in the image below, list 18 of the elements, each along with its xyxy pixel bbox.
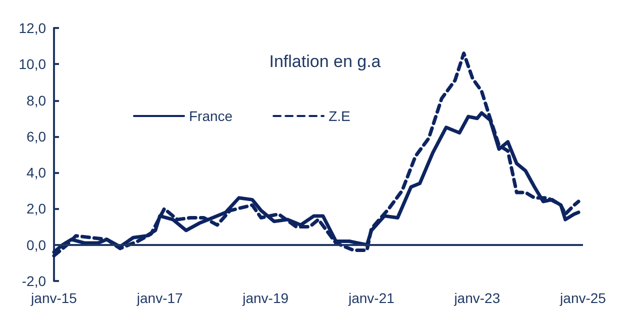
- y-tick-label: 4,0: [26, 164, 46, 181]
- y-tick-label: 10,0: [18, 56, 46, 72]
- x-tick-label: janv-25: [559, 290, 606, 306]
- y-tick-label: 0,0: [26, 236, 46, 253]
- legend-label: Z.E: [328, 108, 350, 124]
- line-series: [52, 52, 580, 258]
- y-tick-label: -2,0: [22, 273, 46, 289]
- y-tick-label: 12,0: [18, 20, 46, 36]
- x-tick-label: janv-23: [453, 290, 500, 306]
- x-tick-label: janv-19: [242, 290, 289, 306]
- x-tick-label: janv-21: [347, 290, 395, 306]
- x-tick-label: janv-17: [136, 290, 184, 306]
- text: Inflation en g.a: [269, 52, 382, 71]
- x-tick-label: janv-15: [30, 290, 78, 306]
- y-tick-label: 2,0: [26, 200, 46, 217]
- y-tick-label: 6,0: [26, 128, 46, 144]
- y-tick-label: 8,0: [26, 92, 46, 108]
- legend-label: France: [189, 108, 233, 124]
